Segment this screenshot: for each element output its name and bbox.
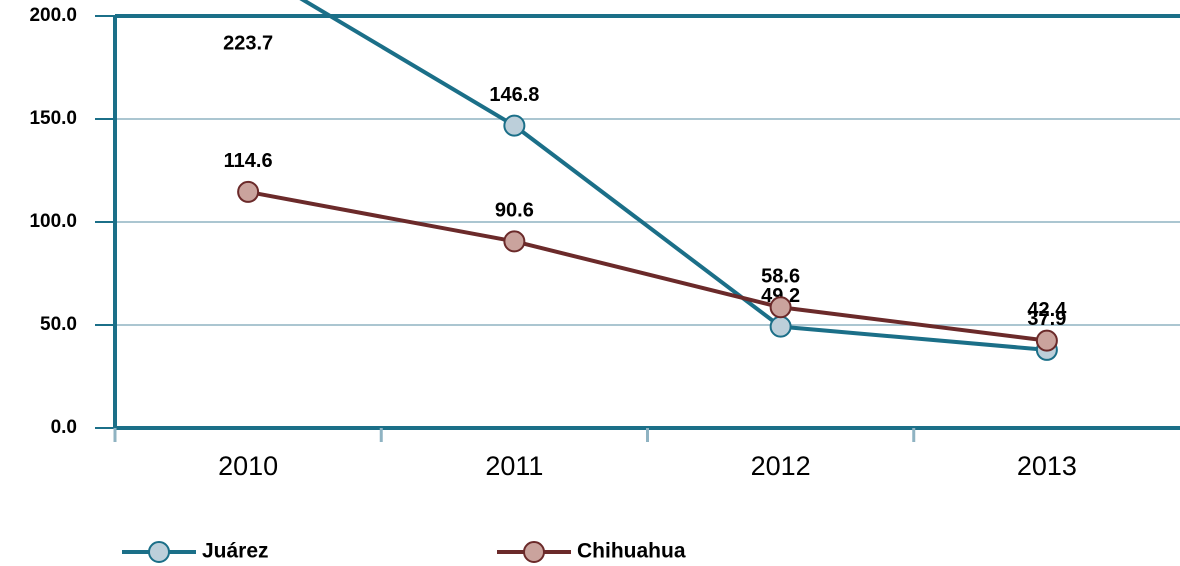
y-tick-label: 0.0 [51,417,77,438]
y-tick-label: 150.0 [29,108,77,129]
legend-marker [148,541,170,563]
x-tick-label: 2012 [751,451,811,481]
x-tick-label: 2011 [485,451,543,481]
legend-label: Juárez [202,540,269,563]
data-point [769,315,792,338]
x-tick-label: 2013 [1017,451,1077,481]
series-line [247,189,1048,343]
y-tick-label: 50.0 [40,314,77,335]
legend-marker [523,541,545,563]
data-point [1035,329,1058,352]
data-point [769,296,792,319]
data-point [237,180,260,203]
data-label: 146.8 [489,84,539,106]
data-point [503,230,526,253]
data-label: 223.7 [223,32,273,54]
data-label: 58.6 [761,266,800,288]
data-label: 114.6 [224,150,273,172]
y-tick-label: 100.0 [29,211,77,232]
y-tick-label: 200.0 [29,5,77,26]
x-tick-label: 2010 [218,451,278,481]
legend-label: Chihuahua [577,540,686,563]
data-label: 42.4 [1027,299,1067,321]
data-label: 37.9 [1027,308,1066,330]
data-label: 90.6 [495,200,534,222]
data-point [503,114,526,137]
series-line [299,0,1048,352]
data-label: 49.2 [761,285,800,307]
